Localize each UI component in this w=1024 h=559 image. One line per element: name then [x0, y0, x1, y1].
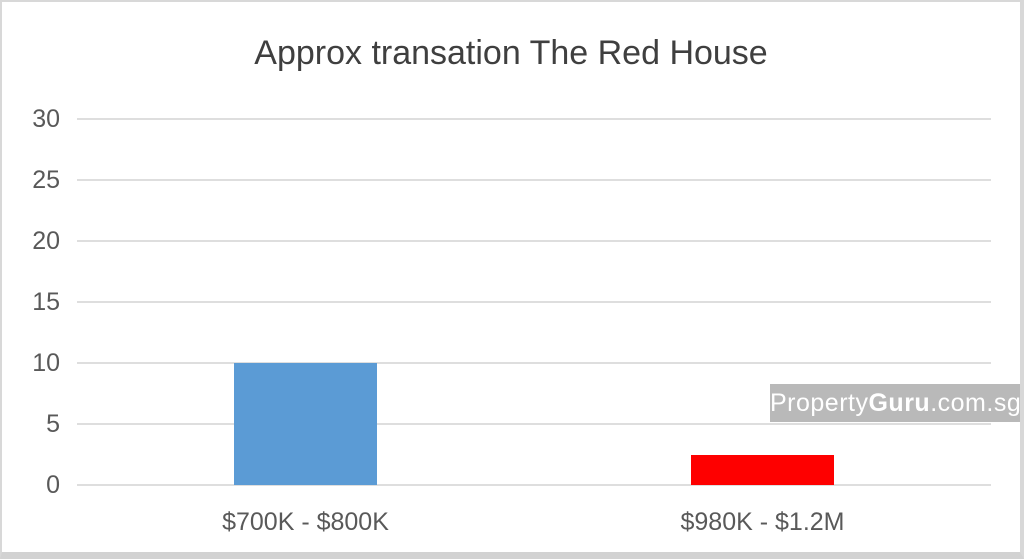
gridline	[77, 484, 991, 486]
bar	[234, 363, 377, 485]
x-axis-category-label: $980K - $1.2M	[680, 508, 845, 536]
y-axis-tick-label: 10	[32, 349, 60, 377]
chart-title: Approx transation The Red House	[254, 34, 768, 72]
y-axis-tick-label: 20	[32, 227, 60, 255]
gridline	[77, 179, 991, 181]
watermark-prefix: Property	[770, 389, 869, 417]
y-axis-tick-label: 25	[32, 166, 60, 194]
gridline	[77, 301, 991, 303]
y-axis-tick-label: 5	[46, 410, 60, 438]
y-axis-tick-label: 0	[46, 471, 60, 499]
watermark-suffix: .com.sg	[930, 389, 1022, 417]
x-axis-category-label: $700K - $800K	[222, 508, 389, 536]
y-axis-tick-label: 15	[32, 288, 60, 316]
gridline	[77, 240, 991, 242]
y-axis-tick-label: 30	[32, 105, 60, 133]
bar	[691, 454, 834, 485]
gridline	[77, 423, 991, 425]
gridline	[77, 362, 991, 364]
watermark-brand-bold: Guru	[868, 389, 931, 417]
propertyguru-watermark: PropertyGuru.com.sg	[770, 384, 1020, 422]
gridline	[77, 118, 991, 120]
